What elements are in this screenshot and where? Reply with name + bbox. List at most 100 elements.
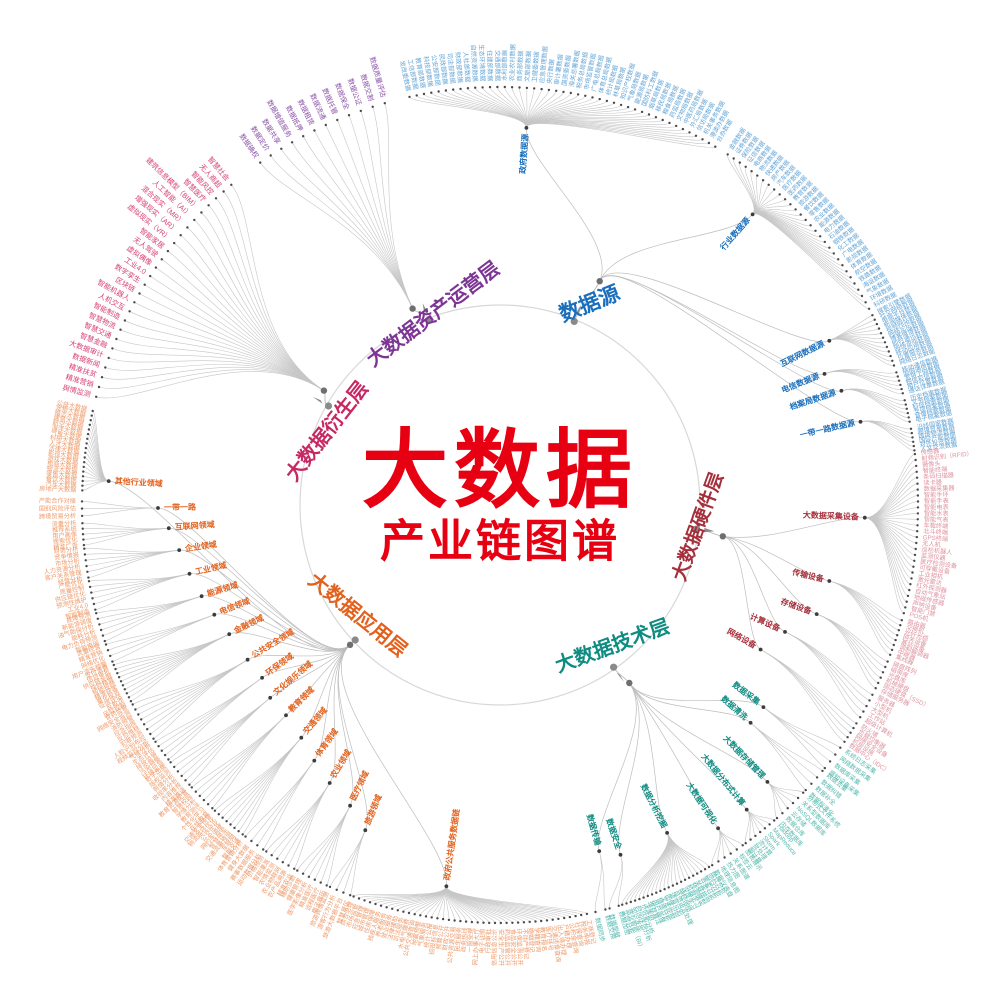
leaf-label: 央行数据 [545, 59, 556, 85]
leaf-label: 财政部数据 [453, 52, 464, 84]
node-dot [596, 278, 603, 285]
node-dot [914, 547, 917, 551]
link-curve [302, 136, 413, 309]
node-dot [268, 695, 273, 700]
node-dot [714, 145, 717, 148]
node-dot [781, 812, 784, 815]
link-curve [208, 205, 325, 391]
link-curve [191, 715, 287, 788]
node-dot [568, 915, 572, 919]
node-dot [619, 103, 623, 107]
link-curve [446, 886, 576, 917]
link-curve [138, 659, 248, 715]
link-curve [223, 191, 325, 391]
node-dot [81, 479, 84, 483]
node-dot [884, 665, 887, 669]
node-dot [668, 121, 671, 125]
link-curve [353, 886, 447, 897]
node-dot [424, 915, 428, 918]
link-curve [829, 580, 899, 631]
leaf-label: 推荐系统 [52, 525, 77, 534]
link-curve [629, 682, 719, 829]
link-curve [281, 148, 413, 309]
node-dot [324, 123, 327, 127]
subbranch-label: 政府公共服务数据链 [441, 807, 461, 881]
subbranch-label: 大数据存储管理 [721, 733, 767, 780]
link-curve [431, 92, 527, 128]
link-curve [497, 86, 527, 128]
node-dot [123, 319, 127, 322]
node-dot [230, 183, 233, 186]
link-curve [157, 507, 351, 650]
subbranch-label: 一带一路 [164, 502, 197, 512]
leaf-label: 用户画像 [52, 530, 77, 540]
branch-anchor-arrow [312, 397, 323, 404]
node-dot [895, 371, 898, 374]
node-dot [896, 375, 899, 378]
node-dot [605, 99, 609, 103]
link-curve [629, 682, 768, 783]
node-dot [347, 114, 351, 117]
link-curve [314, 130, 413, 309]
node-dot [104, 643, 108, 646]
branch-anchor-dot [351, 636, 359, 644]
node-dot [778, 193, 781, 196]
hub-circle [299, 304, 701, 706]
link-curve [161, 259, 325, 391]
node-dot [301, 872, 305, 875]
leaf-label: 户籍办理 [562, 923, 574, 949]
leaf-label: 电商大数据 [47, 459, 79, 470]
node-dot [194, 790, 197, 793]
node-dot [466, 87, 470, 90]
node-dot [87, 576, 90, 579]
node-dot [117, 676, 121, 679]
link-curve [599, 275, 842, 392]
node-dot [707, 865, 711, 869]
leaf-label: 应急管理数据 [538, 46, 550, 84]
node-dot [540, 87, 543, 91]
node-dot [557, 917, 560, 921]
node-dot [528, 920, 531, 924]
node-dot [525, 86, 529, 90]
node-dot [444, 89, 448, 92]
link-curve [102, 595, 202, 636]
node-dot [269, 154, 272, 157]
node-dot [101, 634, 105, 637]
subbranch-label: 电信领域 [218, 596, 251, 617]
node-dot [83, 461, 86, 464]
node-dot [804, 218, 807, 222]
node-dot [200, 211, 203, 214]
link-curve [96, 371, 325, 399]
link-curve [474, 87, 527, 128]
link-curve [158, 677, 263, 747]
link-curve [599, 214, 753, 282]
node-dot [154, 266, 158, 269]
node-dot [809, 224, 812, 227]
node-dot [87, 428, 91, 431]
node-dot [767, 183, 770, 186]
node-dot [190, 786, 193, 789]
link-curve [711, 828, 721, 866]
node-dot [761, 179, 765, 182]
link-curve [104, 595, 202, 642]
link-curve [92, 410, 109, 482]
node-dot [862, 710, 865, 713]
node-dot [391, 907, 394, 910]
link-curve [90, 573, 190, 588]
node-dot [671, 884, 675, 887]
node-dot [910, 431, 913, 435]
subbranch-label: 金融领域 [231, 613, 265, 636]
node-dot [841, 264, 844, 267]
link-curve [816, 613, 879, 684]
node-dot [711, 864, 714, 867]
link-curve [230, 737, 302, 825]
node-dot [179, 234, 182, 237]
node-dot [327, 781, 332, 785]
leaf-label: 财政公开 [441, 925, 452, 951]
node-dot [687, 876, 691, 879]
node-dot [212, 612, 217, 617]
node-dot [441, 917, 445, 921]
node-dot [732, 157, 735, 160]
subbranch-label: 旅游领域 [362, 793, 383, 826]
node-dot [402, 910, 405, 913]
